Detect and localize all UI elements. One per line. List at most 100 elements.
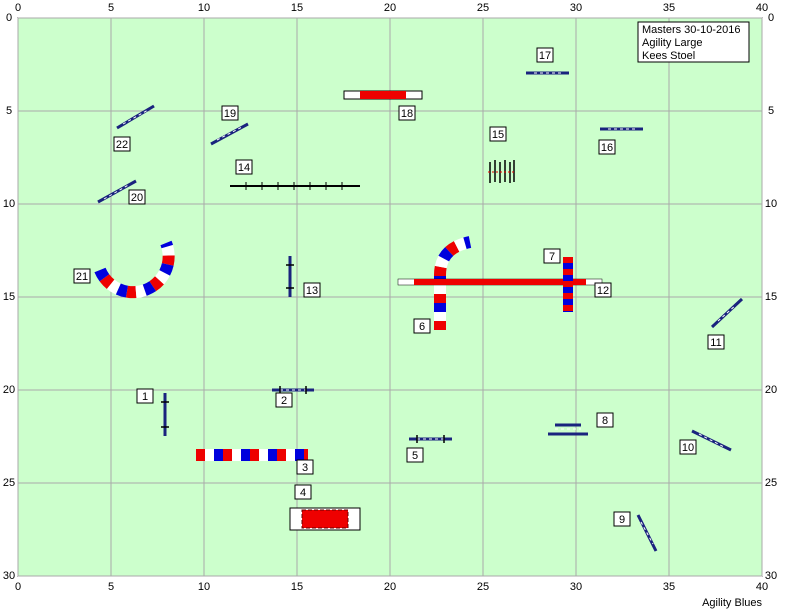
obstacle-number: 4 — [294, 484, 312, 500]
label-box — [598, 139, 616, 155]
x-tick-label: 15 — [291, 2, 303, 14]
x-tick-label: 5 — [108, 581, 114, 593]
label-text: 7 — [549, 251, 555, 263]
obstacle-number: 16 — [598, 139, 616, 155]
label-text: 13 — [306, 285, 318, 297]
x-tick-label: 40 — [756, 581, 768, 593]
x-tick-label: 5 — [108, 2, 114, 14]
label-box — [275, 392, 293, 408]
obstacle-number: 2 — [275, 392, 293, 408]
label-text: 12 — [597, 285, 609, 297]
label-text: 1 — [142, 391, 148, 403]
x-tick-label: 0 — [15, 581, 21, 593]
y-tick-label: 5 — [6, 105, 12, 117]
label-text: 18 — [401, 108, 413, 120]
label-box — [596, 412, 614, 428]
label-text: 21 — [76, 271, 88, 283]
label-text: 2 — [281, 395, 287, 407]
x-tick-label: 35 — [663, 581, 675, 593]
y-tick-label: 30 — [765, 570, 777, 582]
y-tick-label: 0 — [6, 12, 12, 24]
label-text: 10 — [682, 442, 694, 454]
x-tick-label: 10 — [198, 581, 210, 593]
obstacle-number: 17 — [536, 47, 554, 63]
info-box: Masters 30-10-2016 Agility Large Kees St… — [637, 21, 750, 63]
y-tick-label: 20 — [765, 384, 777, 396]
obstacle-number: 1 — [136, 388, 154, 404]
info-line: Masters 30-10-2016 — [642, 24, 740, 36]
y-tick-label: 20 — [3, 384, 15, 396]
obstacle-number: 14 — [235, 159, 253, 175]
label-box — [679, 439, 697, 455]
obstacle-number: 22 — [113, 136, 131, 152]
y-tick-label: 10 — [3, 198, 15, 210]
x-tick-label: 35 — [663, 2, 675, 14]
label-box — [136, 388, 154, 404]
obstacle-number: 19 — [221, 105, 239, 121]
y-tick-label: 25 — [765, 477, 777, 489]
obstacle-number: 10 — [679, 439, 697, 455]
label-box — [413, 318, 431, 334]
y-tick-label: 15 — [3, 291, 15, 303]
obstacle-number: 6 — [413, 318, 431, 334]
obstacle-number: 7 — [543, 248, 561, 264]
label-text: 8 — [602, 415, 608, 427]
label-text: 11 — [710, 337, 721, 349]
label-box — [543, 248, 561, 264]
y-tick-label: 10 — [765, 198, 777, 210]
label-box — [594, 282, 612, 298]
x-tick-label: 30 — [570, 581, 582, 593]
x-tick-label: 15 — [291, 581, 303, 593]
label-box — [707, 334, 725, 350]
label-box — [294, 484, 312, 500]
obstacle-number: 12 — [594, 282, 612, 298]
obstacle-number: 20 — [128, 189, 146, 205]
label-text: 5 — [412, 450, 418, 462]
label-box — [296, 459, 314, 475]
x-tick-label: 20 — [384, 2, 396, 14]
label-text: 9 — [619, 514, 625, 526]
obstacle-number: 15 — [489, 126, 507, 142]
obstacle-number: 5 — [406, 447, 424, 463]
label-box — [235, 159, 253, 175]
x-tick-label: 25 — [477, 581, 489, 593]
info-line: Agility Large — [642, 37, 703, 49]
label-box — [128, 189, 146, 205]
label-text: 4 — [300, 487, 306, 499]
obstacles — [94, 71, 744, 552]
y-tick-label: 0 — [768, 12, 774, 24]
label-text: 3 — [302, 462, 308, 474]
obstacle-number: 8 — [596, 412, 614, 428]
x-tick-label: 25 — [477, 2, 489, 14]
y-tick-label: 5 — [768, 105, 774, 117]
y-tick-label: 15 — [765, 291, 777, 303]
label-text: 14 — [238, 162, 250, 174]
label-box — [536, 47, 554, 63]
x-tick-label: 20 — [384, 581, 396, 593]
x-tick-label: 40 — [756, 2, 768, 14]
obstacle-number: 21 — [73, 268, 91, 284]
label-box — [398, 105, 416, 121]
label-text: 16 — [601, 142, 613, 154]
label-text: 6 — [419, 321, 425, 333]
x-tick-label: 0 — [15, 2, 21, 14]
label-text: 22 — [116, 139, 128, 151]
label-box — [489, 126, 507, 142]
label-box — [303, 282, 321, 298]
footer: Agility Blues — [702, 597, 762, 609]
label-box — [73, 268, 91, 284]
obstacle-number: 18 — [398, 105, 416, 121]
x-tick-label: 30 — [570, 2, 582, 14]
label-box — [613, 511, 631, 527]
label-text: 15 — [492, 129, 504, 141]
label-box — [406, 447, 424, 463]
label-box — [113, 136, 131, 152]
label-box — [221, 105, 239, 121]
label-text: 19 — [224, 108, 236, 120]
y-tick-label: 30 — [3, 570, 15, 582]
label-text: 20 — [131, 192, 143, 204]
obstacle-number: 13 — [303, 282, 321, 298]
info-line: Kees Stoel — [642, 50, 695, 62]
